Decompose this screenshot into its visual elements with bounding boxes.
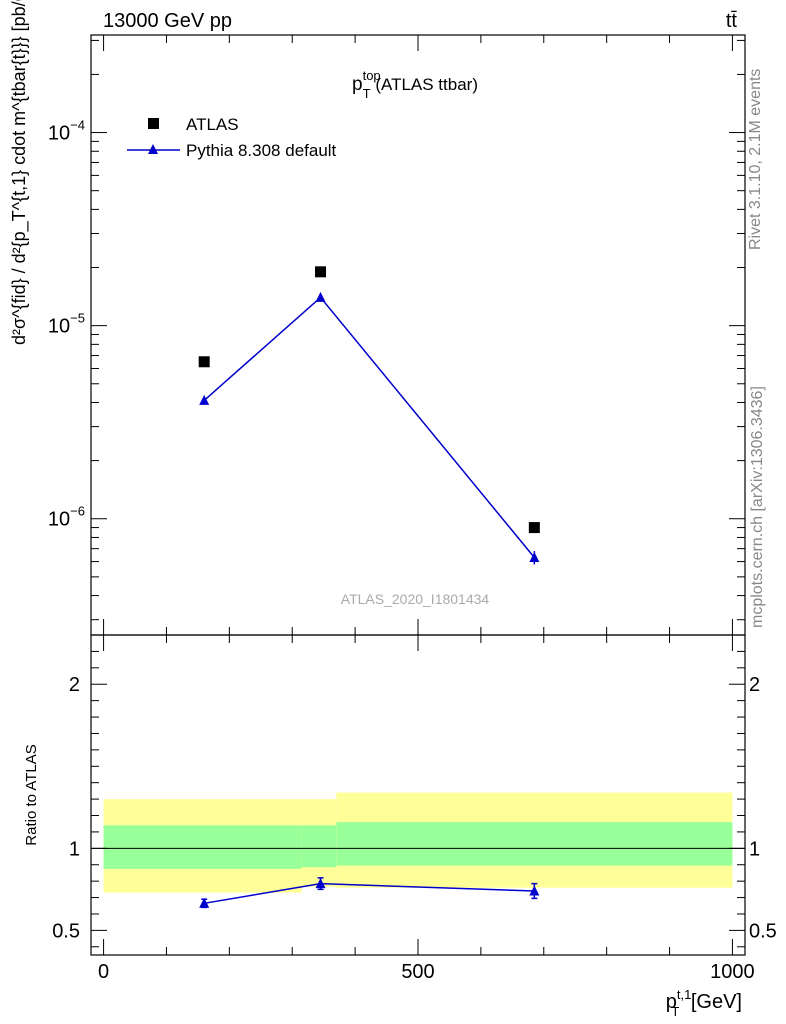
legend-atlas-marker xyxy=(148,118,159,129)
mcplots-label: mcplots.cern.ch [arXiv:1306.3436] xyxy=(749,386,766,628)
x-tick-label: 1000 xyxy=(710,961,755,983)
ratio-y-tick-label-left: 0.5 xyxy=(52,920,80,942)
pythia-point xyxy=(199,394,210,405)
tick-labels: 0 500 1000 10−6 10−5 10−4 0.5 0.5 1 1 2 2 xyxy=(48,118,777,983)
ratio-axis-label: Ratio to ATLAS xyxy=(23,744,40,845)
atlas-point xyxy=(528,522,540,534)
ratio-uncertainty-bands xyxy=(103,792,733,893)
ratio-y-tick-label-right: 2 xyxy=(749,674,760,696)
x-tick-label: 0 xyxy=(98,961,109,983)
axis-ticks xyxy=(91,35,745,955)
chart-title: ptop T (ATLAS ttbar) xyxy=(352,68,478,101)
y-axis-label: d²σ^{fid} / d²{p_T^{t,1} cdot m^{tbar{t}… xyxy=(9,0,30,345)
legend: ATLAS Pythia 8.308 default xyxy=(127,115,337,160)
x-tick-label: 500 xyxy=(401,961,434,983)
pythia-point xyxy=(529,551,540,562)
legend-atlas-label: ATLAS xyxy=(186,115,239,134)
ratio-pythia-point xyxy=(529,885,540,896)
ratio-y-tick-label-left: 1 xyxy=(69,838,80,860)
atlas-point xyxy=(198,356,210,368)
analysis-label: ATLAS_2020_I1801434 xyxy=(341,591,490,607)
y-tick-label: 10−4 xyxy=(48,118,85,145)
ratio-y-tick-label-left: 2 xyxy=(69,674,80,696)
chart-marks xyxy=(198,266,540,909)
pythia-line xyxy=(203,296,535,558)
ratio-y-tick-label-right: 1 xyxy=(749,838,760,860)
pythia-point xyxy=(315,291,326,302)
atlas-point xyxy=(315,266,327,278)
ratio-band-inner-2 xyxy=(336,822,733,866)
legend-pythia-marker xyxy=(148,144,158,154)
ratio-pythia-point xyxy=(199,897,210,908)
y-tick-label: 10−5 xyxy=(48,311,85,338)
ratio-frame xyxy=(90,634,746,956)
energy-label: 13000 GeV pp xyxy=(103,10,232,32)
y-tick-label: 10−6 xyxy=(48,504,85,531)
ratio-band-inner-1 xyxy=(301,825,337,868)
legend-pythia-label: Pythia 8.308 default xyxy=(186,141,337,160)
ratio-pythia-point xyxy=(315,878,326,889)
ratio-y-tick-label-right: 0.5 xyxy=(749,920,777,942)
ratio-band-inner-0 xyxy=(103,825,302,869)
process-label: tt̄ xyxy=(726,10,738,32)
rivet-label: Rivet 3.1.10, 2.1M events xyxy=(747,69,764,250)
x-axis-label: pt,1 T [GeV] xyxy=(666,987,742,1019)
